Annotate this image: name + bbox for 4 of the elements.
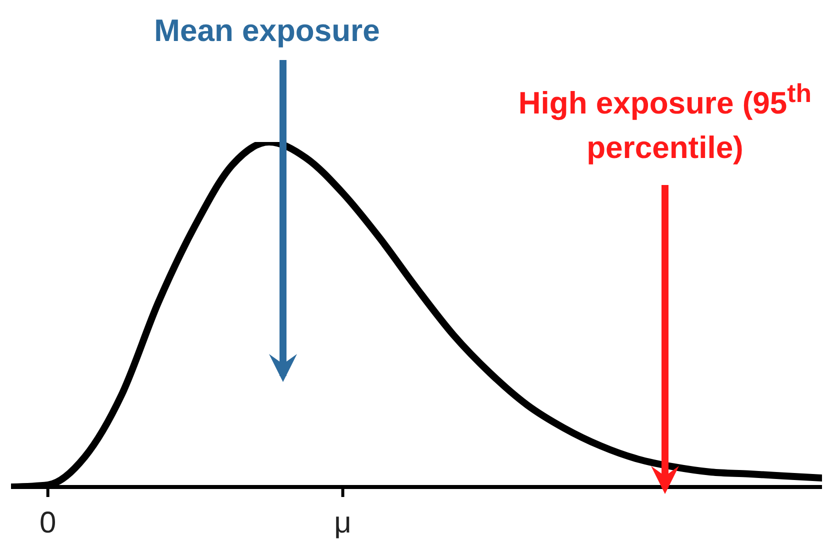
x-tick-label: 0 — [40, 506, 56, 540]
text: Mean exposure — [153, 12, 381, 50]
x-tick-label: μ — [334, 506, 352, 540]
text: High exposure (95$^{th}$ percentile) — [518, 80, 812, 166]
